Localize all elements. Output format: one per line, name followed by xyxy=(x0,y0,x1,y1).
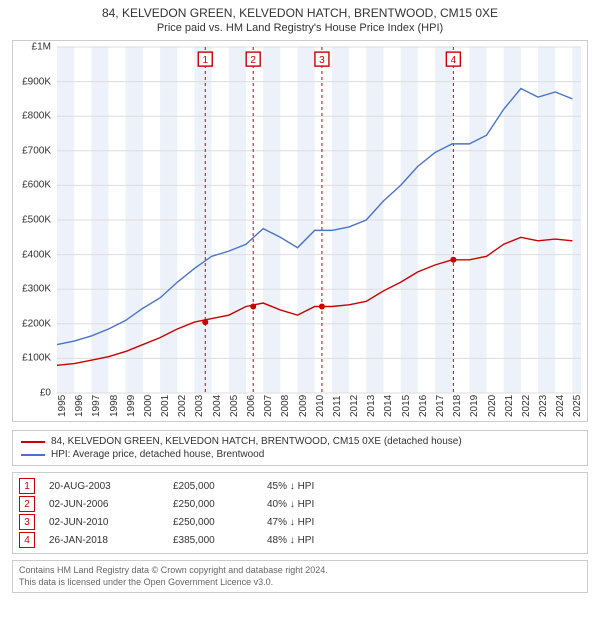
y-tick-label: £100K xyxy=(22,353,51,364)
transaction-price: £250,000 xyxy=(173,517,253,528)
x-tick-label: 2001 xyxy=(160,395,162,417)
transaction-price: £250,000 xyxy=(173,499,253,510)
legend: 84, KELVEDON GREEN, KELVEDON HATCH, BREN… xyxy=(12,430,588,466)
footer-line1: Contains HM Land Registry data © Crown c… xyxy=(19,565,581,577)
x-tick-label: 1995 xyxy=(57,395,59,417)
transaction-price: £205,000 xyxy=(173,481,253,492)
transaction-row: 1 20-AUG-2003 £205,000 45% ↓ HPI xyxy=(19,477,581,495)
transaction-date: 02-JUN-2006 xyxy=(49,499,159,510)
transaction-row: 4 26-JAN-2018 £385,000 48% ↓ HPI xyxy=(19,531,581,549)
transaction-diff: 47% ↓ HPI xyxy=(267,517,327,528)
x-tick-label: 2012 xyxy=(349,395,351,417)
x-tick-label: 2025 xyxy=(572,395,574,417)
footer-attribution: Contains HM Land Registry data © Crown c… xyxy=(12,560,588,593)
footer-line2: This data is licensed under the Open Gov… xyxy=(19,577,581,589)
y-tick-label: £600K xyxy=(22,180,51,191)
x-tick-label: 2019 xyxy=(469,395,471,417)
x-tick-label: 2000 xyxy=(143,395,145,417)
svg-text:2: 2 xyxy=(250,55,256,66)
x-tick-label: 2009 xyxy=(298,395,300,417)
legend-row: 84, KELVEDON GREEN, KELVEDON HATCH, BREN… xyxy=(21,435,579,448)
x-tick-label: 1996 xyxy=(74,395,76,417)
legend-label: 84, KELVEDON GREEN, KELVEDON HATCH, BREN… xyxy=(51,436,462,447)
legend-swatch xyxy=(21,454,45,456)
x-tick-label: 2010 xyxy=(315,395,317,417)
y-tick-label: £800K xyxy=(22,111,51,122)
x-tick-label: 2020 xyxy=(487,395,489,417)
transaction-diff: 40% ↓ HPI xyxy=(267,499,327,510)
transaction-diff: 48% ↓ HPI xyxy=(267,535,327,546)
transactions-table: 1 20-AUG-2003 £205,000 45% ↓ HPI 2 02-JUN-200… xyxy=(12,472,588,554)
x-tick-label: 2004 xyxy=(212,395,214,417)
y-axis-labels: £0£100K£200K£300K£400K£500K£600K£700K£80… xyxy=(13,47,55,393)
x-tick-label: 2014 xyxy=(383,395,385,417)
x-tick-label: 2008 xyxy=(280,395,282,417)
x-tick-label: 2005 xyxy=(229,395,231,417)
x-tick-label: 1999 xyxy=(126,395,128,417)
y-tick-label: £1M xyxy=(32,42,51,53)
chart-titles: 84, KELVEDON GREEN, KELVEDON HATCH, BREN… xyxy=(0,0,600,36)
transaction-marker: 4 xyxy=(19,532,35,548)
transaction-date: 02-JUN-2010 xyxy=(49,517,159,528)
y-tick-label: £0 xyxy=(40,388,51,399)
y-tick-label: £700K xyxy=(22,145,51,156)
x-tick-label: 2018 xyxy=(452,395,454,417)
transaction-date: 20-AUG-2003 xyxy=(49,481,159,492)
x-tick-label: 2007 xyxy=(263,395,265,417)
plot-area: 1 2 3 4 xyxy=(57,47,581,393)
legend-swatch xyxy=(21,441,45,443)
transaction-marker: 1 xyxy=(19,478,35,494)
chart-svg: 1 2 3 4 xyxy=(57,47,581,393)
chart-container: £0 £100K £200K £300K £400K £500K £600K £700K £80… xyxy=(12,40,588,422)
y-tick-label: £900K xyxy=(22,76,51,87)
x-tick-label: 2011 xyxy=(332,395,334,417)
x-axis-labels: 1995 1996 1997 1998 1999 2000 2001 2002 2003 2004… xyxy=(57,395,581,421)
x-tick-label: 2015 xyxy=(401,395,403,417)
x-tick-label: 2016 xyxy=(418,395,420,417)
y-tick-label: £400K xyxy=(22,249,51,260)
transaction-price: £385,000 xyxy=(173,535,253,546)
x-tick-label: 2023 xyxy=(538,395,540,417)
x-tick-label: 2002 xyxy=(177,395,179,417)
y-tick-label: £300K xyxy=(22,284,51,295)
transaction-marker: 2 xyxy=(19,496,35,512)
x-tick-label: 2013 xyxy=(366,395,368,417)
transaction-diff: 45% ↓ HPI xyxy=(267,481,327,492)
title-line1: 84, KELVEDON GREEN, KELVEDON HATCH, BREN… xyxy=(8,6,592,20)
legend-row: HPI: Average price, detached house, Bren… xyxy=(21,448,579,461)
transaction-row: 3 02-JUN-2010 £250,000 47% ↓ HPI xyxy=(19,513,581,531)
y-tick-label: £500K xyxy=(22,215,51,226)
transaction-date: 26-JAN-2018 xyxy=(49,535,159,546)
svg-text:1: 1 xyxy=(202,55,208,66)
x-tick-label: 1998 xyxy=(109,395,111,417)
legend-label: HPI: Average price, detached house, Bren… xyxy=(51,449,264,460)
title-line2: Price paid vs. HM Land Registry's House … xyxy=(8,22,592,34)
x-tick-label: 1997 xyxy=(91,395,93,417)
x-tick-label: 2017 xyxy=(435,395,437,417)
x-tick-label: 2022 xyxy=(521,395,523,417)
x-tick-label: 2003 xyxy=(194,395,196,417)
y-tick-label: £200K xyxy=(22,318,51,329)
x-tick-label: 2006 xyxy=(246,395,248,417)
svg-text:4: 4 xyxy=(451,55,457,66)
transaction-marker: 3 xyxy=(19,514,35,530)
x-tick-label: 2024 xyxy=(555,395,557,417)
x-tick-label: 2021 xyxy=(504,395,506,417)
transaction-row: 2 02-JUN-2006 £250,000 40% ↓ HPI xyxy=(19,495,581,513)
svg-text:3: 3 xyxy=(319,55,325,66)
